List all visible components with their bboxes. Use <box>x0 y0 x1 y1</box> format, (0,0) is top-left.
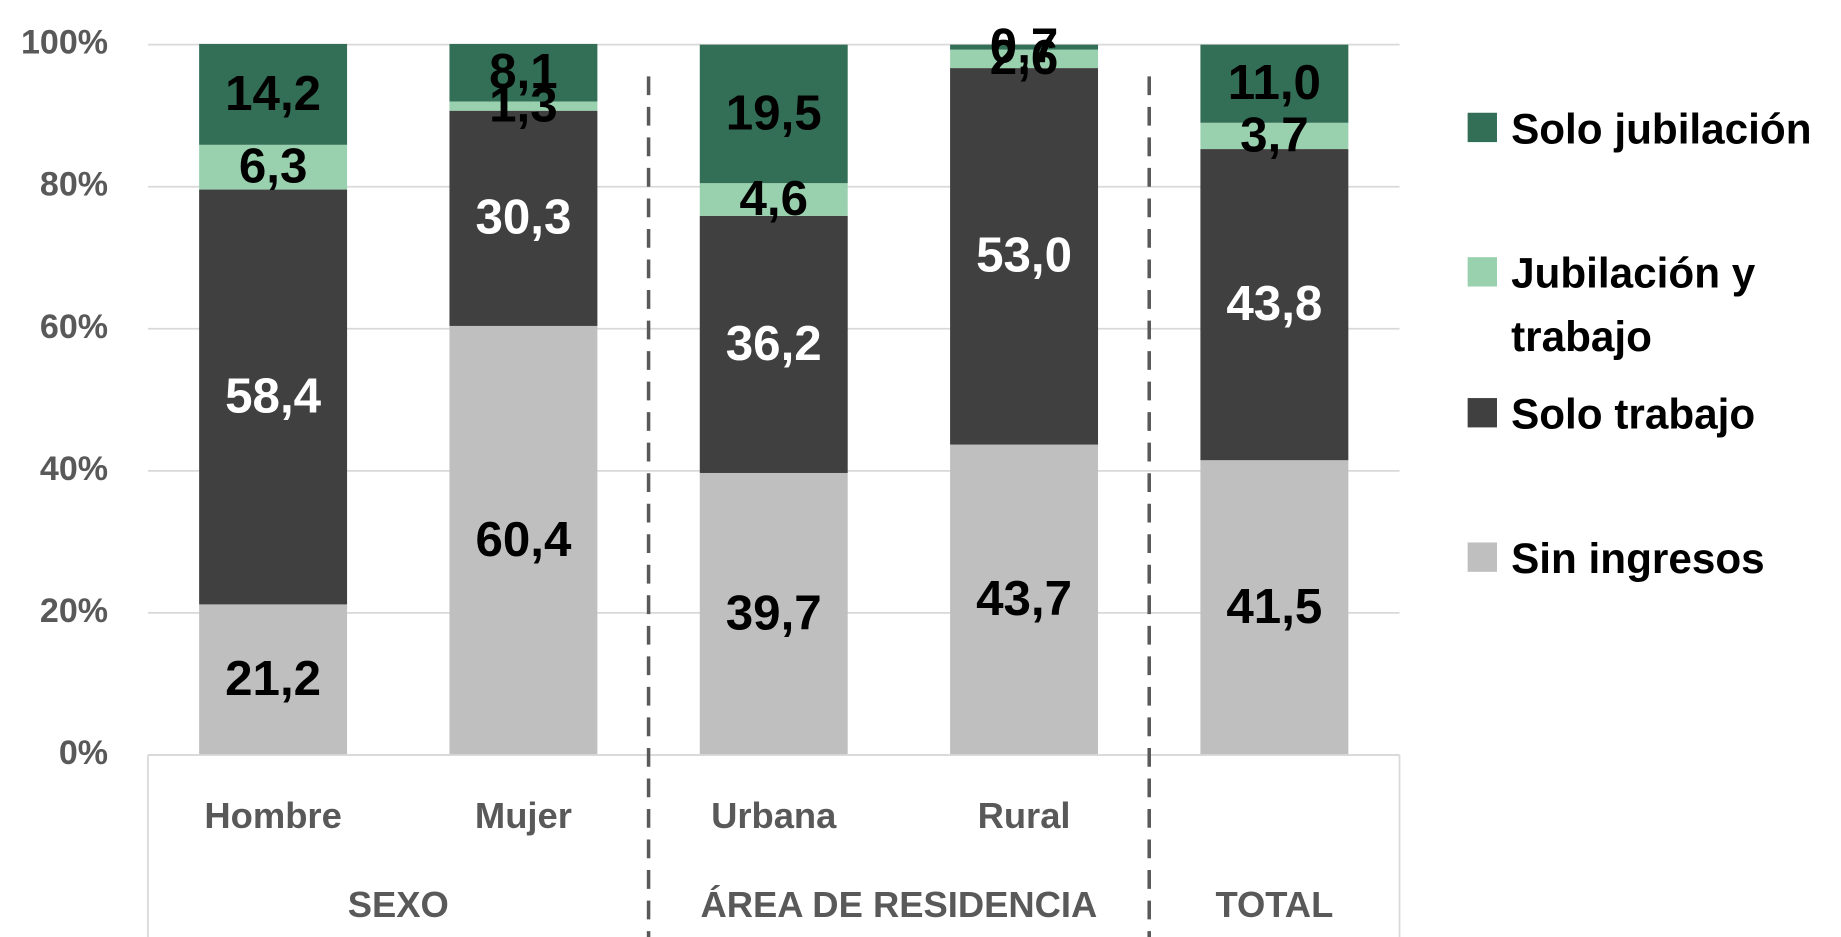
legend-label: Solo jubilación <box>1511 105 1811 152</box>
bar-segment <box>950 44 1099 50</box>
y-tick-label: 0% <box>59 734 108 772</box>
legend: Solo jubilación Jubilación y trabajo Solo t… <box>1467 105 1812 582</box>
bar-segment <box>449 101 598 111</box>
bar-segment <box>199 144 348 190</box>
legend-swatch <box>1467 398 1497 428</box>
x-tick-label: Urbana <box>711 795 837 836</box>
data-label: 19,5 <box>726 85 822 140</box>
bar-segment <box>1200 149 1349 461</box>
bar-segment <box>1200 122 1349 150</box>
x-tick-label: Hombre <box>204 795 341 836</box>
group-label: TOTAL <box>1215 884 1333 925</box>
legend-swatch <box>1467 112 1497 143</box>
bar-segment <box>449 325 598 755</box>
data-label: 8,1 <box>489 44 558 99</box>
legend-swatch <box>1467 257 1497 287</box>
bar-segment <box>699 183 848 216</box>
bar-segment <box>1200 460 1349 755</box>
group-label: SEXO <box>348 884 449 925</box>
y-tick-label: 80% <box>40 166 108 204</box>
bar-segment <box>950 444 1099 755</box>
bar-segment <box>950 49 1099 69</box>
labels: 0% 20% 40% 60% 80% 100% 21,2 58,4 6,3 14,2 Hombre 6… <box>21 19 1333 926</box>
axis-frame <box>147 76 1401 937</box>
data-label: 1,3 <box>489 77 558 132</box>
data-label: 39,7 <box>726 585 822 640</box>
legend-label: Solo trabajo <box>1511 391 1755 438</box>
data-label: 2,6 <box>990 30 1059 85</box>
data-label: 11,0 <box>1228 55 1321 110</box>
x-tick-label: Mujer <box>475 795 572 836</box>
bar-segment <box>199 43 348 145</box>
bar-segment <box>699 472 848 755</box>
y-tick-label: 100% <box>21 24 108 62</box>
bar-segment <box>199 189 348 605</box>
data-label: 14,2 <box>225 66 321 121</box>
data-label: 43,8 <box>1226 276 1322 331</box>
legend-label: Jubilación y trabajo <box>1511 250 1756 360</box>
bar-segment <box>1200 44 1349 123</box>
bar-segment <box>199 604 348 755</box>
legend-label: Sin ingresos <box>1511 535 1765 582</box>
bar-segment <box>449 43 598 102</box>
bar-segment <box>449 110 598 326</box>
bars <box>199 43 1349 755</box>
legend-swatch <box>1467 542 1497 572</box>
data-label: 41,5 <box>1226 579 1322 634</box>
data-label: 4,6 <box>739 171 808 226</box>
bar-segment <box>699 215 848 473</box>
group-label: ÁREA DE RESIDENCIA <box>700 884 1097 925</box>
y-tick-label: 60% <box>40 308 108 346</box>
data-label: 30,3 <box>475 190 571 245</box>
data-label: 0,7 <box>990 19 1059 74</box>
y-tick-label: 40% <box>40 450 108 488</box>
data-label: 53,0 <box>976 228 1072 283</box>
bar-segment <box>950 68 1099 445</box>
bar-segment <box>699 44 848 184</box>
data-label: 6,3 <box>239 139 308 194</box>
y-tick-label: 20% <box>40 592 108 630</box>
data-label: 60,4 <box>475 512 572 567</box>
data-label: 58,4 <box>225 368 322 423</box>
data-label: 36,2 <box>726 316 822 371</box>
data-label: 21,2 <box>225 651 321 706</box>
data-label: 3,7 <box>1240 107 1309 162</box>
data-label: 43,7 <box>976 571 1072 626</box>
x-tick-label: Rural <box>978 795 1071 836</box>
